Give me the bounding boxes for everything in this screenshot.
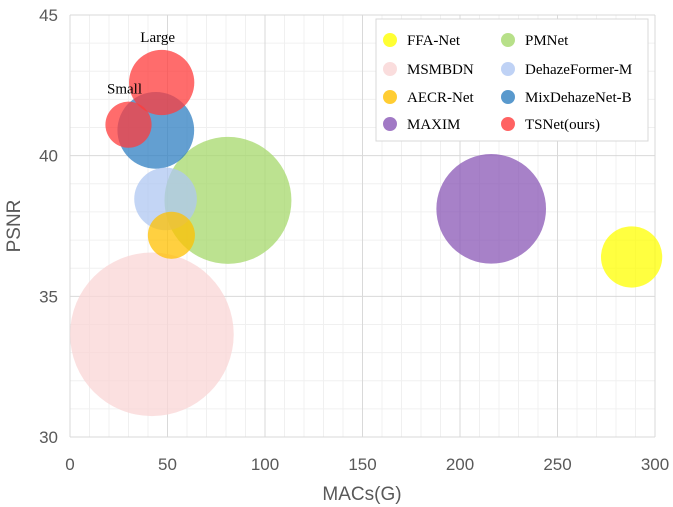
x-tick-label: 200 <box>446 455 474 474</box>
y-tick-labels: 30 35 40 45 <box>39 6 58 447</box>
legend-marker-pmnet <box>501 33 515 47</box>
legend-marker-maxim <box>383 117 397 131</box>
legend-label-dehazeformer-m: DehazeFormer-M <box>525 62 632 78</box>
x-tick-label: 250 <box>543 455 571 474</box>
bubble-aecr-net <box>147 211 195 259</box>
bubble-ffa-net <box>600 226 663 288</box>
legend-marker-mixdehazenet-b <box>501 90 515 104</box>
bubble-layer <box>70 49 663 417</box>
bubble-msmbdn <box>70 252 234 417</box>
annotation-small: Small <box>107 82 142 98</box>
legend-label-msmbdn: MSMBDN <box>407 62 474 78</box>
legend-marker-ffa-net <box>383 33 397 47</box>
y-tick-label: 35 <box>39 287 58 306</box>
y-axis-title: PSNR <box>4 200 25 253</box>
legend-label-maxim: MAXIM <box>407 117 460 133</box>
y-tick-label: 40 <box>39 147 58 166</box>
y-tick-label: 45 <box>39 6 58 25</box>
bubble-tsnet-ours-small <box>105 101 152 148</box>
x-tick-label: 0 <box>65 455 74 474</box>
legend-marker-tsnet-ours <box>501 117 515 131</box>
legend-marker-dehazeformer-m <box>501 62 515 76</box>
legend-label-mixdehazenet-b: MixDehazeNet-B <box>525 90 632 106</box>
x-tick-label: 150 <box>348 455 376 474</box>
x-tick-label: 300 <box>641 455 669 474</box>
bubble-maxim <box>436 154 547 264</box>
annotation-layer: Large Small <box>107 30 175 98</box>
legend-marker-msmbdn <box>383 62 397 76</box>
x-tick-label: 50 <box>158 455 177 474</box>
legend: FFA-Net MSMBDN AECR-Net MAXIM PMNet DehazeFor… <box>375 18 649 142</box>
annotation-large: Large <box>140 30 175 46</box>
x-tick-labels: 0 50 100 150 200 250 300 <box>65 455 669 474</box>
legend-label-ffa-net: FFA-Net <box>407 33 461 49</box>
legend-marker-aecr-net <box>383 90 397 104</box>
x-tick-label: 100 <box>251 455 279 474</box>
legend-label-pmnet: PMNet <box>525 33 569 49</box>
bubble-pmnet <box>164 136 292 264</box>
legend-label-aecr-net: AECR-Net <box>407 90 474 106</box>
bubble-tsnet-ours-large <box>129 49 195 116</box>
legend-label-tsnet-ours: TSNet(ours) <box>525 117 600 133</box>
x-axis-title: MACs(G) <box>322 484 401 505</box>
y-tick-label: 30 <box>39 428 58 447</box>
